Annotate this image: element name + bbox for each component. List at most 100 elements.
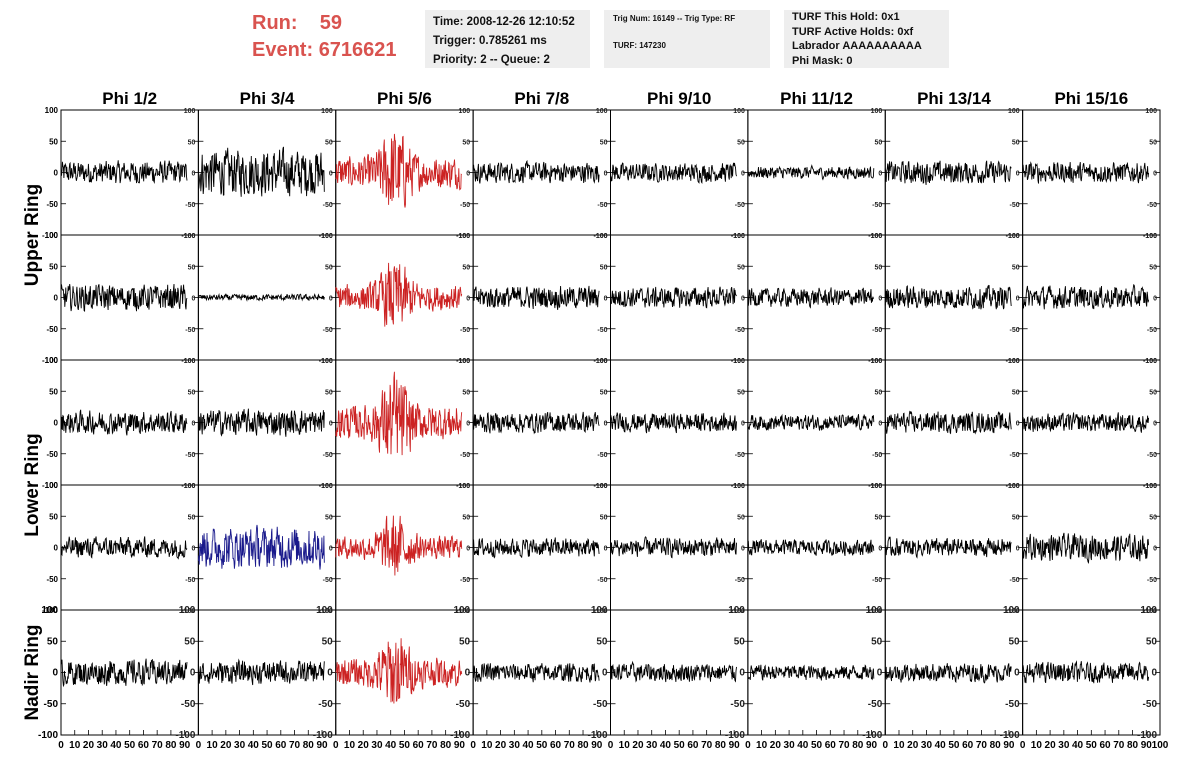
y-tick-label: 0 (54, 544, 59, 553)
waveform-panel (472, 609, 611, 736)
time-text: Time: 2008-12-26 12:10:52 (433, 16, 575, 28)
y-tick-label: -50 (323, 577, 333, 584)
y-tick-label: 100 (184, 108, 196, 115)
waveform-panel (1022, 359, 1161, 486)
waveform-panel (60, 609, 199, 736)
y-tick-label: -50 (46, 200, 58, 209)
x-tick-label: 60 (687, 740, 699, 751)
x-tick-label: 30 (371, 740, 383, 751)
y-tick-label: 100 (871, 483, 883, 490)
event-label: Event: (252, 39, 314, 61)
y-tick-label: 100 (1008, 233, 1020, 240)
y-tick-label: -100 (42, 481, 59, 490)
turf-this-hold-text: TURF This Hold: 0x1 (792, 11, 900, 23)
y-tick-label: 100 (321, 233, 333, 240)
y-tick-label: -50 (1005, 699, 1020, 710)
y-tick-label: -50 (593, 699, 608, 710)
x-tick-label: 70 (426, 740, 438, 751)
y-tick-label: 100 (1145, 233, 1157, 240)
waveform-panel (472, 484, 611, 611)
y-tick-label: 0 (604, 296, 608, 303)
turf-info-panel: TURF This Hold: 0x1 TURF Active Holds: 0… (784, 10, 949, 68)
y-tick-label: 0 (877, 668, 883, 679)
y-tick-label: 50 (188, 389, 196, 396)
y-tick-label: 100 (458, 108, 470, 115)
y-tick-label: 0 (54, 294, 59, 303)
waveform-trace (60, 283, 188, 313)
y-tick-label: -50 (1010, 327, 1020, 334)
waveform-panel (472, 359, 611, 486)
x-tick-label: 40 (110, 740, 122, 751)
x-tick-label: 30 (1058, 740, 1070, 751)
x-tick-label: 70 (838, 740, 850, 751)
x-tick-label: 0 (333, 740, 339, 751)
y-tick-label: -100 (1006, 483, 1020, 490)
turf-text: TURF: 147230 (613, 41, 666, 50)
y-tick-label: 100 (871, 233, 883, 240)
waveform-trace (60, 409, 188, 436)
y-tick-label: 0 (191, 171, 195, 178)
y-tick-label: -50 (181, 699, 196, 710)
waveform-panel (884, 484, 1024, 611)
y-tick-label: 0 (604, 421, 608, 428)
x-tick-label: 40 (935, 740, 947, 751)
y-tick-label: 50 (322, 636, 334, 647)
x-tick-label: 10 (893, 740, 905, 751)
x-tick-label: 0 (196, 740, 202, 751)
x-tick-label: 30 (784, 740, 796, 751)
y-tick-label: 50 (459, 636, 471, 647)
y-tick-label: 50 (734, 636, 746, 647)
y-tick-label: 50 (188, 514, 196, 521)
x-tick-label: 90 (729, 740, 741, 751)
y-tick-label: -50 (730, 699, 745, 710)
x-tick-label: 10 (69, 740, 81, 751)
y-tick-label: -50 (1147, 327, 1157, 334)
waveform-trace (335, 638, 463, 704)
waveform-panel (60, 359, 199, 486)
y-tick-label: -100 (181, 608, 195, 615)
x-tick-label: 0 (608, 740, 614, 751)
turf-active-holds-text: TURF Active Holds: 0xf (792, 25, 914, 38)
y-tick-label: 50 (600, 264, 608, 271)
y-tick-label: -100 (456, 233, 470, 240)
waveform-trace (472, 159, 600, 184)
waveform-panel (472, 234, 611, 361)
waveform-trace (335, 515, 463, 576)
y-tick-label: 50 (1149, 389, 1157, 396)
x-tick-label: 10 (481, 740, 493, 751)
waveform-trace (1022, 284, 1150, 310)
y-tick-label: 100 (728, 605, 745, 616)
y-tick-label: 0 (466, 296, 470, 303)
x-tick-label: 20 (358, 740, 370, 751)
waveform-panel (884, 109, 1024, 236)
x-tick-label: 10 (344, 740, 356, 751)
waveform-trace (472, 537, 600, 559)
y-tick-label: 0 (1153, 546, 1157, 553)
y-tick-label: -50 (46, 325, 58, 334)
waveform-trace (197, 524, 325, 570)
waveform-trace (610, 412, 737, 434)
y-tick-label: 0 (741, 421, 745, 428)
x-tick-label: 90 (179, 740, 191, 751)
y-tick-label: 50 (188, 264, 196, 271)
y-tick-label: 100 (1003, 605, 1020, 616)
x-tick-label: 20 (220, 740, 232, 751)
y-tick-label: -100 (1006, 608, 1020, 615)
run-event-box: Run: 59 Event: 6716621 (252, 10, 397, 64)
y-tick-label: -100 (319, 483, 333, 490)
y-tick-label: 50 (325, 514, 333, 521)
y-tick-label: 100 (1145, 483, 1157, 490)
x-tick-label: 50 (124, 740, 136, 751)
x-tick-label: 80 (440, 740, 452, 751)
y-tick-label: 50 (1149, 139, 1157, 146)
y-tick-label: -50 (1147, 452, 1157, 459)
y-tick-label: -100 (1006, 233, 1020, 240)
waveform-panel (197, 609, 337, 736)
y-tick-label: 100 (733, 358, 745, 365)
y-tick-label: 100 (871, 108, 883, 115)
y-tick-label: 0 (604, 171, 608, 178)
y-tick-label: 0 (466, 546, 470, 553)
waveform-panel (472, 109, 611, 236)
x-tick-label: 20 (907, 740, 919, 751)
waveform-panel (747, 359, 886, 486)
